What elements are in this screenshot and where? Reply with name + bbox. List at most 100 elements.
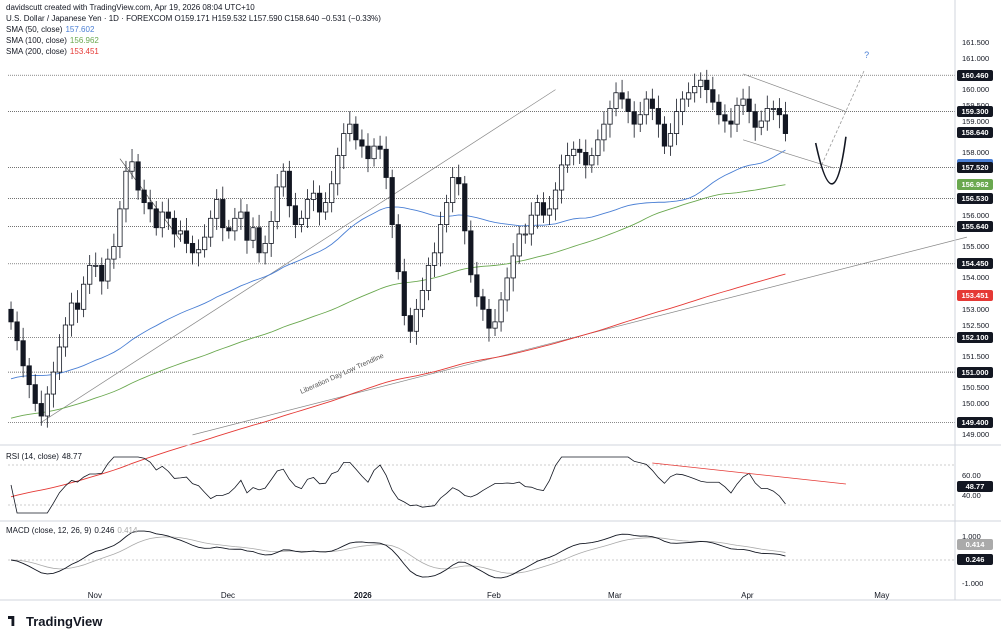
candle-down <box>353 123 359 141</box>
candle <box>619 79 625 109</box>
time-label: Apr <box>741 591 754 600</box>
candle-up <box>177 230 184 235</box>
candle <box>649 88 655 121</box>
candle <box>734 97 740 132</box>
candle-up <box>558 164 565 191</box>
candle-down <box>722 114 728 122</box>
candle-up <box>510 255 516 279</box>
candle-up <box>571 148 577 156</box>
candle <box>710 76 716 111</box>
macd-tick: -1.000 <box>962 578 984 588</box>
rsi-legend: RSI (14, close) 48.77 <box>6 452 82 461</box>
candle-down <box>468 230 474 276</box>
candle <box>389 169 395 239</box>
candle <box>655 95 661 138</box>
candle <box>613 82 619 117</box>
candle <box>117 201 123 259</box>
time-label: Mar <box>608 591 622 600</box>
candle <box>365 133 371 173</box>
candle <box>226 219 232 239</box>
candle-up <box>105 258 111 282</box>
price-label: 156.530 <box>957 193 993 205</box>
price-tick: 161.000 <box>962 53 990 63</box>
candle <box>329 170 335 213</box>
candle <box>310 180 317 212</box>
candle-down <box>316 192 323 213</box>
candle <box>679 91 686 126</box>
macd-line <box>10 530 786 579</box>
candle <box>262 235 268 265</box>
candle-down <box>631 111 637 125</box>
candle <box>583 139 589 179</box>
candle <box>256 214 262 263</box>
price-label: 157.520 <box>957 161 993 173</box>
candle <box>292 192 298 239</box>
candle <box>601 111 607 152</box>
candle <box>577 138 583 165</box>
price-tick: 155.000 <box>962 242 990 252</box>
candle <box>431 242 438 277</box>
candle <box>20 327 26 378</box>
candle <box>698 72 704 99</box>
candle-down <box>165 211 171 219</box>
candle-up <box>498 299 504 323</box>
candle <box>341 123 347 170</box>
candle-up <box>679 98 686 112</box>
candle-down <box>649 98 655 109</box>
candle-up <box>425 264 432 291</box>
candle <box>704 69 710 104</box>
price-label: 158.640 <box>957 126 993 138</box>
macd-badge: 0.246 <box>957 554 993 566</box>
price-label: 153.451 <box>957 289 993 301</box>
candle <box>105 248 111 289</box>
candle-down <box>383 148 389 178</box>
candle <box>335 147 341 196</box>
candle <box>147 189 153 223</box>
trend-lines: Liberation Day Low Trendline <box>41 89 968 436</box>
candle <box>129 148 135 180</box>
candle-down <box>752 111 758 128</box>
candle-down <box>389 177 395 225</box>
candle-up <box>601 123 607 141</box>
candle <box>534 194 540 229</box>
candle <box>450 167 456 213</box>
candle-up <box>117 208 123 247</box>
candle <box>377 135 383 159</box>
candle-up <box>341 133 347 156</box>
candle-up <box>607 108 613 125</box>
candle <box>631 101 637 138</box>
candle-down <box>619 92 625 100</box>
candle-up <box>329 183 335 204</box>
price-label: 155.640 <box>957 220 993 232</box>
candle-up <box>552 189 559 210</box>
price-label: 149.400 <box>957 416 993 428</box>
candle-up <box>758 120 764 128</box>
candle <box>437 211 444 267</box>
candle <box>776 98 782 129</box>
sma100-line <box>10 184 786 419</box>
candle <box>26 357 32 399</box>
candle-down <box>8 308 14 323</box>
candle <box>56 334 63 380</box>
rsi-pane <box>8 456 955 514</box>
sma200-legend: SMA (200, close) 153.451 <box>6 47 99 56</box>
candle-down <box>401 271 407 316</box>
candle-down <box>395 224 401 273</box>
candle <box>571 141 577 166</box>
candle <box>595 129 601 166</box>
candle-down <box>141 189 147 204</box>
candle-up <box>698 79 704 87</box>
candle <box>413 298 419 345</box>
candle-up <box>208 217 214 238</box>
candle-up <box>528 214 534 235</box>
candle-down <box>661 123 668 147</box>
candle <box>159 201 165 238</box>
candle <box>38 390 44 426</box>
candle <box>444 194 450 233</box>
candle <box>643 91 649 125</box>
axes <box>0 0 1001 601</box>
candle <box>238 199 244 230</box>
candle-down <box>32 384 38 404</box>
candle <box>165 199 171 230</box>
candle <box>686 82 692 107</box>
